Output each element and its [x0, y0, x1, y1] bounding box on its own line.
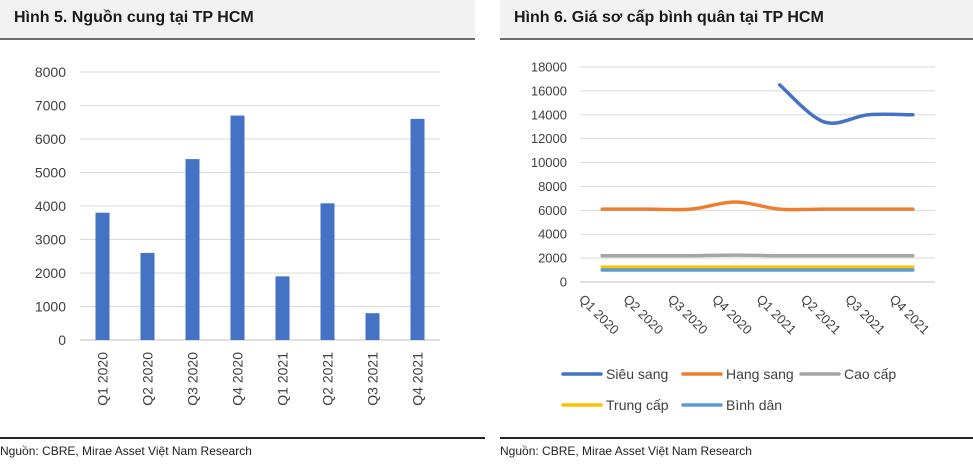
- figure6-title-bar: Hình 6. Giá sơ cấp bình quân tại TP HCM: [500, 0, 973, 40]
- x-tick-label: Q2 2021: [320, 352, 336, 406]
- x-tick-label: Q4 2020: [709, 292, 755, 338]
- y-tick-label: 3000: [35, 232, 66, 248]
- y-tick-label: 6000: [538, 203, 567, 218]
- x-tick-label: Q3 2021: [365, 352, 381, 406]
- legend-label: Bình dân: [726, 397, 782, 413]
- bar: [95, 212, 110, 340]
- bar: [365, 313, 380, 340]
- y-tick-label: 0: [58, 332, 66, 348]
- legend-label: Trung cấp: [606, 397, 669, 413]
- y-tick-label: 4000: [35, 198, 66, 214]
- series-line: [600, 200, 915, 212]
- x-tick-label: Q1 2021: [754, 292, 800, 338]
- figure6-source: Nguồn: CBRE, Mirae Asset Việt Nam Resear…: [500, 437, 973, 465]
- y-tick-label: 2000: [538, 251, 567, 266]
- y-tick-label: 5000: [35, 165, 66, 181]
- series-line: [600, 253, 915, 258]
- x-tick-label: Q1 2020: [576, 292, 622, 338]
- y-tick-label: 0: [560, 275, 567, 290]
- bar: [410, 118, 425, 341]
- bar: [275, 276, 290, 340]
- x-tick-label: Q3 2020: [185, 352, 201, 406]
- y-tick-label: 16000: [531, 83, 567, 98]
- figure6-source-text: Nguồn: CBRE, Mirae Asset Việt Nam Resear…: [500, 444, 752, 458]
- x-tick-label: Q3 2021: [842, 292, 888, 338]
- y-tick-label: 12000: [531, 131, 567, 146]
- series-line: [777, 83, 915, 125]
- legend-label: Hạng sang: [726, 366, 794, 382]
- y-tick-label: 8000: [538, 179, 567, 194]
- figure5-title-bar: Hình 5. Nguồn cung tại TP HCM: [0, 0, 475, 40]
- y-tick-label: 6000: [35, 131, 66, 147]
- y-tick-label: 7000: [35, 98, 66, 114]
- legend-label: Siêu sang: [606, 366, 668, 382]
- y-tick-label: 1000: [35, 299, 66, 315]
- y-tick-label: 18000: [531, 60, 567, 75]
- x-tick-label: Q2 2021: [798, 292, 844, 338]
- x-tick-label: Q4 2021: [410, 352, 426, 406]
- y-tick-label: 14000: [531, 107, 567, 122]
- bar: [230, 115, 245, 340]
- y-tick-label: 2000: [35, 265, 66, 281]
- y-tick-label: 10000: [531, 155, 567, 170]
- y-tick-label: 8000: [35, 64, 66, 80]
- x-tick-label: Q1 2021: [275, 352, 291, 406]
- legend-label: Cao cấp: [844, 366, 896, 382]
- x-tick-label: Q4 2020: [230, 352, 246, 406]
- figure5-title: Hình 5. Nguồn cung tại TP HCM: [14, 9, 254, 26]
- figure5-source: Nguồn: CBRE, Mirae Asset Việt Nam Resear…: [0, 437, 485, 465]
- x-tick-label: Q4 2021: [887, 292, 933, 338]
- y-tick-label: 4000: [538, 227, 567, 242]
- x-tick-label: Q3 2020: [665, 292, 711, 338]
- figure5-source-text: Nguồn: CBRE, Mirae Asset Việt Nam Resear…: [0, 444, 252, 458]
- bar: [320, 203, 335, 340]
- bar: [140, 252, 155, 340]
- x-tick-label: Q2 2020: [140, 352, 156, 406]
- bar: [185, 159, 200, 340]
- figure6-title: Hình 6. Giá sơ cấp bình quân tại TP HCM: [514, 9, 824, 26]
- x-tick-label: Q2 2020: [620, 292, 666, 338]
- x-tick-label: Q1 2020: [95, 352, 111, 406]
